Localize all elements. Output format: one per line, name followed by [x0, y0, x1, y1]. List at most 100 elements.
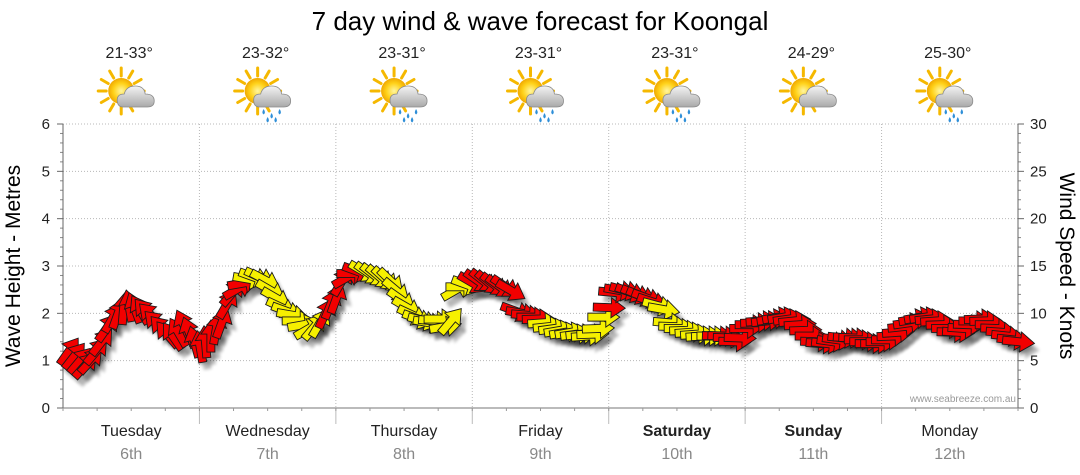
- left-tick-label: 5: [42, 163, 50, 180]
- date-label: 8th: [393, 446, 415, 463]
- rain-drop: [956, 117, 960, 123]
- sun-ray: [645, 97, 656, 104]
- rain-drop: [683, 117, 687, 123]
- rain-drop: [679, 113, 683, 119]
- sun-ray: [951, 78, 962, 85]
- date-label: 12th: [934, 446, 965, 463]
- right-tick-label: 20: [1030, 211, 1047, 228]
- sun-ray: [653, 102, 661, 113]
- cloud: [662, 85, 701, 108]
- rain-drop: [671, 109, 675, 115]
- sun-ray: [790, 102, 798, 113]
- day-label: Thursday: [371, 423, 438, 440]
- date-label: 6th: [120, 446, 142, 463]
- sun-ray: [263, 69, 271, 80]
- rain-drop: [687, 109, 691, 115]
- sun-ray: [781, 78, 792, 85]
- sun-ray: [236, 78, 247, 85]
- watermark: www.seabreeze.com.au: [909, 394, 1016, 405]
- sun-ray: [127, 69, 135, 80]
- temp-range: 21-33°: [106, 45, 153, 62]
- right-tick-label: 30: [1030, 116, 1047, 133]
- sun-ray: [517, 102, 525, 113]
- sun-ray: [99, 78, 110, 85]
- right-tick-label: 25: [1030, 163, 1047, 180]
- chart-title: 7 day wind & wave forecast for Koongal: [312, 6, 769, 36]
- sun-ray: [926, 69, 934, 80]
- day-label: Sunday: [784, 423, 842, 440]
- rain-drop: [539, 117, 542, 123]
- sun-ray: [405, 78, 416, 85]
- cloud: [389, 85, 428, 108]
- wind-arrow: [494, 278, 526, 301]
- sun-ray: [790, 69, 798, 80]
- wind-arrow: [1001, 331, 1036, 353]
- rain-drop: [414, 109, 418, 115]
- sun-ray: [672, 69, 680, 80]
- wind-arrow: [592, 296, 627, 319]
- day-label: Friday: [518, 423, 562, 440]
- sun-ray: [509, 97, 520, 104]
- rain-drop: [402, 117, 406, 123]
- sun-ray: [809, 69, 817, 80]
- sun-ray: [99, 97, 110, 104]
- rain-drop: [410, 117, 414, 123]
- cloud: [253, 85, 292, 108]
- sun-ray: [372, 78, 383, 85]
- showers-icon: [233, 66, 292, 123]
- day-label: Monday: [921, 423, 978, 440]
- temp-range: 23-31°: [515, 45, 562, 62]
- cloud: [935, 85, 974, 108]
- sun-ray: [653, 69, 661, 80]
- rain-drop: [278, 109, 281, 115]
- day-label: Saturday: [643, 423, 712, 440]
- rain-drop: [675, 117, 679, 123]
- sun-ray: [926, 102, 934, 113]
- sun-ray: [645, 78, 656, 85]
- day-label: Tuesday: [101, 423, 162, 440]
- rain-drop: [266, 117, 269, 123]
- temp-range: 24-29°: [788, 45, 835, 62]
- sun-ray: [132, 78, 143, 85]
- sun-ray: [541, 78, 552, 85]
- left-tick-label: 6: [42, 116, 50, 133]
- sun-ray: [781, 97, 792, 104]
- left-tick-label: 2: [42, 305, 50, 322]
- sun-ray: [678, 78, 689, 85]
- rain-drop: [262, 109, 265, 115]
- rain-drop: [543, 113, 546, 119]
- left-tick-label: 1: [42, 353, 50, 370]
- partly-cloudy-icon: [96, 66, 155, 116]
- right-tick-label: 10: [1030, 305, 1047, 322]
- showers-icon: [506, 66, 564, 123]
- partly-cloudy-icon: [778, 66, 837, 116]
- left-axis-label: Wave Height - Metres: [2, 165, 25, 367]
- sun-ray: [108, 69, 116, 80]
- left-tick-label: 3: [42, 258, 50, 275]
- wind-arrow: [437, 308, 462, 337]
- rain-drop: [398, 109, 402, 115]
- date-label: 7th: [257, 446, 279, 463]
- left-tick-label: 0: [42, 400, 50, 417]
- sun-ray: [236, 97, 247, 104]
- right-tick-label: 5: [1030, 353, 1038, 370]
- sun-ray: [814, 78, 825, 85]
- rain-drop: [270, 113, 273, 119]
- temp-range: 23-31°: [378, 45, 425, 62]
- sun-ray: [517, 69, 525, 80]
- day-label: Wednesday: [226, 423, 310, 440]
- sun-ray: [381, 69, 389, 80]
- showers-icon: [369, 66, 428, 123]
- rain-drop: [944, 109, 948, 115]
- sun-ray: [918, 97, 929, 104]
- rain-drop: [960, 109, 964, 115]
- rain-drop: [952, 113, 956, 119]
- sun-ray: [372, 97, 383, 104]
- rain-drop: [406, 113, 410, 119]
- showers-icon: [642, 66, 701, 123]
- sun-ray: [918, 78, 929, 85]
- cloud: [116, 85, 155, 108]
- sun-ray: [244, 69, 252, 80]
- sun-ray: [945, 69, 953, 80]
